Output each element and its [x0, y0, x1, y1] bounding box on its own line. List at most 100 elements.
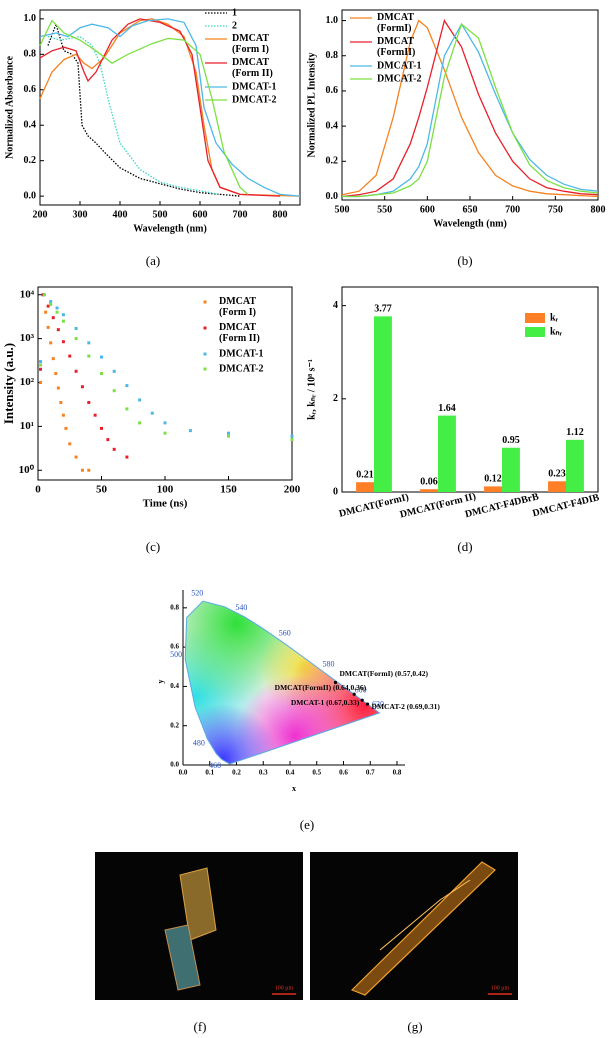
panel-label: (e): [300, 817, 314, 832]
chart-panel: 200 300 400 500 600 700 800 0.0 0.2 0.4 0.6 0.8 1.0 W…: [4, 7, 301, 268]
data-point: [100, 355, 103, 359]
spectral-locus: [184, 600, 381, 765]
crystal-edge: [379, 879, 471, 951]
crystal: [350, 861, 496, 996]
x-axis-label: x: [292, 784, 296, 793]
legend-label: DMCAT (FormII): [377, 36, 416, 58]
data-point: [352, 692, 356, 696]
data-point: [163, 431, 167, 435]
gamut-glow: [185, 704, 279, 764]
value-label: 1.12: [566, 427, 584, 438]
data-point: [365, 702, 370, 706]
data-point: [56, 386, 60, 390]
x-tick-label: 800: [273, 209, 288, 220]
y-tick-label: 0.6: [24, 84, 37, 95]
value-label: 0.95: [502, 435, 520, 446]
data-point: [39, 360, 43, 364]
y-tick-label: 10²: [20, 376, 35, 388]
y-tick-label: 0.8: [170, 603, 179, 611]
value-label: 0.12: [484, 474, 502, 485]
data-point: [93, 413, 97, 417]
data-point: [51, 357, 55, 361]
data-point: [112, 389, 116, 393]
y-tick-label: 4: [333, 300, 338, 311]
data-point: [227, 431, 230, 435]
y-tick-label: 0.8: [326, 50, 339, 61]
x-axis-label: Time (ns): [143, 498, 188, 510]
x-tick-label: 200: [284, 484, 301, 496]
data-point: [68, 442, 72, 446]
x-tick-label: 0.4: [286, 769, 295, 777]
data-point: [112, 369, 116, 373]
x-axis-label: Wavelength (nm): [133, 223, 207, 234]
scale-bar-label: 100 μm: [275, 985, 294, 991]
legend-swatch: [203, 352, 207, 356]
data-point: [74, 337, 78, 341]
data-point: [290, 434, 294, 438]
legend-swatch: [203, 300, 207, 304]
legend-swatch: [525, 327, 545, 337]
x-tick-label: 800: [591, 204, 606, 215]
bar: [502, 447, 520, 492]
data-point: [49, 300, 53, 304]
bar: [484, 486, 502, 492]
y-tick-label: 10¹: [20, 420, 34, 432]
legend-label: DMCAT (Form I): [232, 33, 271, 55]
x-tick-label: 0.1: [205, 769, 214, 777]
data-point: [61, 340, 65, 344]
data-point: [61, 319, 65, 323]
y-axis-label: Intensity (a.u.): [1, 343, 16, 424]
data-point: [74, 369, 78, 373]
x-tick-label: 0.0: [179, 769, 188, 777]
gamut-glow: [235, 675, 356, 764]
x-tick-label: 0.5: [312, 769, 321, 777]
micrograph-g: 100 μm (g): [310, 852, 518, 1034]
legend-label: DMCAT (Form I): [219, 296, 258, 318]
legend-label: DMCAT-1: [232, 81, 276, 92]
legend-label: DMCAT (FormI): [377, 12, 416, 34]
chart-panel: 0.0 0.1 0.2 0.3 0.4 0.5 0.6 0.7 0.8 0.0 0.2 0.4 0.6 0…: [156, 589, 441, 832]
x-tick-label: 200: [33, 209, 48, 220]
series-line: [341, 19, 599, 198]
wavelength-label: 520: [191, 589, 203, 598]
x-tick-label: 600: [193, 209, 208, 220]
legend-label: DMCAT-2: [219, 363, 263, 374]
data-point: [74, 326, 78, 330]
data-point: [125, 407, 129, 411]
data-point: [80, 468, 84, 472]
data-point: [44, 310, 48, 314]
bar: [374, 316, 392, 492]
series-line: [39, 18, 281, 197]
data-point: [138, 421, 142, 425]
data-point: [56, 328, 60, 332]
data-point: [188, 429, 192, 433]
data-point: [42, 293, 46, 297]
legend-label: kᵣ: [550, 312, 559, 323]
wavelength-label: 500: [170, 650, 182, 659]
x-tick-label: 0.7: [366, 769, 375, 777]
wavelength-label: 620: [372, 700, 384, 709]
data-point: [61, 313, 65, 317]
x-tick-label: 700: [505, 204, 520, 215]
x-tick-label: 650: [463, 204, 478, 215]
legend-label: DMCAT-1: [219, 348, 263, 359]
data-point: [112, 447, 116, 451]
wavelength-label: 460: [209, 761, 221, 770]
legend-swatch: [203, 367, 207, 371]
x-tick-label: 400: [113, 209, 128, 220]
panel-label: (d): [457, 539, 472, 554]
legend-label: DMCAT-1: [377, 60, 421, 71]
data-point: [100, 372, 103, 376]
data-point: [61, 413, 65, 417]
panel-label: (c): [146, 539, 160, 554]
data-point: [290, 438, 294, 442]
data-point: [39, 367, 43, 371]
y-tick-label: 2: [333, 393, 338, 404]
data-point: [87, 468, 91, 472]
crystal: [179, 867, 217, 941]
y-axis-label: y: [156, 680, 165, 684]
panel-label: (f): [194, 1019, 207, 1034]
data-point: [106, 438, 110, 442]
chart-panel: 0 2 4 kᵣ, kₙᵣ / 10⁸ s⁻¹ (d) DMCAT(FormI) 0.21 3…: [306, 286, 601, 554]
